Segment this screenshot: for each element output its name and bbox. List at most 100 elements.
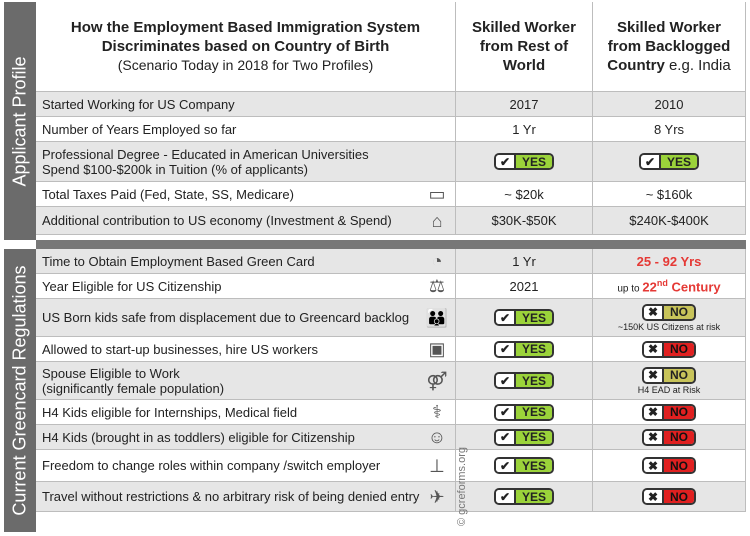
badge-label: YES — [515, 155, 552, 168]
section-divider — [36, 240, 746, 249]
yes-badge: ✔ YES — [493, 309, 554, 326]
cross-icon: ✖ — [644, 368, 664, 382]
airplane-icon: ✈ — [429, 486, 445, 507]
couple-icon: ⚤ — [426, 370, 448, 391]
row-label: Started Working for US Company — [36, 92, 456, 117]
risk-note: ~150K US Citizens at risk — [617, 321, 721, 332]
column-header-rest-of-world: Skilled Worker from Rest of World — [456, 2, 593, 92]
badge-label: NO — [664, 342, 694, 356]
value-rest-of-world: ✔ YES — [456, 425, 593, 450]
yes-badge: ✔ YES — [638, 153, 699, 170]
row-label: Time to Obtain Employment Based Green Ca… — [36, 249, 456, 274]
check-icon: ✔ — [495, 155, 516, 168]
value-rest-of-world: ✔ YES — [456, 337, 593, 362]
row-label: H4 Kids (brought in as toddlers) eligibl… — [36, 425, 456, 450]
row-label-text: Travel without restrictions & no arbitra… — [42, 489, 420, 504]
value-rest-of-world: ✔ YES — [456, 482, 593, 512]
cross-icon: ✖ — [644, 430, 664, 444]
stethoscope-icon: ⚕ — [432, 402, 442, 422]
check-icon: ✔ — [495, 374, 516, 387]
yes-badge: ✔ YES — [493, 153, 554, 170]
col-header-line: from Backlogged — [607, 38, 731, 55]
check-icon: ✔ — [495, 459, 516, 472]
row-label: Spouse Eligible to Work (significantly fe… — [36, 362, 456, 400]
no-badge: ✖ NO — [642, 340, 696, 358]
briefcase-icon: ▣ — [428, 339, 446, 359]
row-label-text: US Born kids safe from displacement due … — [42, 310, 410, 325]
row-label: Year Eligible for US Citizenship ⚖ — [36, 274, 456, 299]
badge-label: YES — [660, 155, 697, 168]
warn-badge: ✖ NO — [642, 366, 696, 384]
column-header-backlogged: Skilled Worker from Backlogged Country e… — [593, 2, 746, 92]
value-backlogged: ✖ NO — [593, 450, 746, 482]
money-icon: ▭ — [428, 184, 446, 204]
org-chart-icon: ⊥ — [429, 455, 445, 476]
title-cell: How the Employment Based Immigration Sys… — [36, 2, 456, 92]
row-label-text: Additional contribution to US economy (I… — [42, 213, 392, 228]
badge-label: YES — [515, 405, 552, 419]
row-label-text: H4 Kids (brought in as toddlers) eligibl… — [42, 429, 355, 445]
row-label-text: Started Working for US Company — [42, 96, 235, 112]
check-icon: ✔ — [640, 155, 661, 168]
value-backlogged: ✖ NO — [593, 337, 746, 362]
row-label-text: Year Eligible for US Citizenship — [42, 278, 222, 294]
toddler-icon: ☺ — [427, 427, 447, 447]
value-rest-of-world: $30K-$50K — [456, 207, 593, 235]
yes-badge: ✔ YES — [493, 457, 554, 474]
family-icon: 👪 — [425, 307, 449, 328]
check-icon: ✔ — [495, 342, 516, 356]
section-applicant-profile: Applicant Profile — [4, 2, 36, 240]
value-rest-of-world: 2017 — [456, 92, 593, 117]
check-icon: ✔ — [495, 311, 516, 324]
yes-badge: ✔ YES — [493, 488, 554, 505]
col-header-line: World — [502, 57, 546, 74]
no-badge: ✖ NO — [642, 428, 696, 446]
value-rest-of-world: ~ $20k — [456, 182, 593, 207]
col-header-line: from Rest of — [479, 38, 569, 55]
warn-badge: ✖ NO — [642, 303, 696, 321]
badge-label: NO — [664, 305, 694, 319]
row-label: Additional contribution to US economy (I… — [36, 207, 456, 235]
row-label: Professional Degree - Educated in Americ… — [36, 142, 456, 182]
row-label-text: Freedom to change roles within company /… — [42, 458, 381, 473]
row-label-text: Number of Years Employed so far — [42, 121, 237, 137]
check-icon: ✔ — [495, 430, 516, 444]
col-header-example: e.g. India — [664, 57, 731, 74]
value-backlogged: ✖ NO H4 EAD at Risk — [593, 362, 746, 400]
yes-badge: ✔ YES — [493, 340, 554, 358]
badge-label: NO — [664, 459, 694, 472]
value-backlogged: up to 22nd Century — [593, 274, 746, 299]
value-backlogged: ✖ NO — [593, 400, 746, 425]
cross-icon: ✖ — [644, 459, 664, 472]
badge-label: YES — [515, 490, 552, 503]
title-line: How the Employment Based Immigration Sys… — [70, 19, 421, 36]
row-label-text: Time to Obtain Employment Based Green Ca… — [42, 253, 315, 269]
check-icon: ✔ — [495, 405, 516, 419]
stopwatch-icon: ◔ — [431, 251, 443, 271]
row-label-text: Allowed to start-up businesses, hire US … — [42, 341, 319, 357]
badge-label: NO — [664, 405, 694, 419]
cross-icon: ✖ — [644, 342, 664, 356]
badge-label: YES — [515, 342, 552, 356]
value-backlogged: ✖ NO ~150K US Citizens at risk — [593, 299, 746, 337]
value-backlogged: $240K-$400K — [593, 207, 746, 235]
section-greencard-regulations: Current Greencard Regulations — [4, 249, 36, 532]
row-label: US Born kids safe from displacement due … — [36, 299, 456, 337]
value-backlogged: 2010 — [593, 92, 746, 117]
badge-label: NO — [664, 490, 694, 503]
value-backlogged: ~ $160k — [593, 182, 746, 207]
section-label: Applicant Profile — [9, 55, 30, 187]
value-backlogged: 25 - 92 Yrs — [593, 249, 746, 274]
badge-label: YES — [515, 374, 552, 387]
watermark: © gcreforms.org — [456, 446, 468, 526]
row-label: H4 Kids eligible for Internships, Medica… — [36, 400, 456, 425]
row-label: Allowed to start-up businesses, hire US … — [36, 337, 456, 362]
yes-badge: ✔ YES — [493, 403, 554, 421]
scales-icon: ⚖ — [428, 276, 446, 296]
row-label-text: Spouse Eligible to Work (significantly fe… — [42, 365, 225, 396]
no-badge: ✖ NO — [642, 403, 696, 421]
value-rest-of-world: ✔ YES — [456, 450, 593, 482]
no-badge: ✖ NO — [642, 488, 696, 505]
risk-note: H4 EAD at Risk — [637, 384, 701, 395]
